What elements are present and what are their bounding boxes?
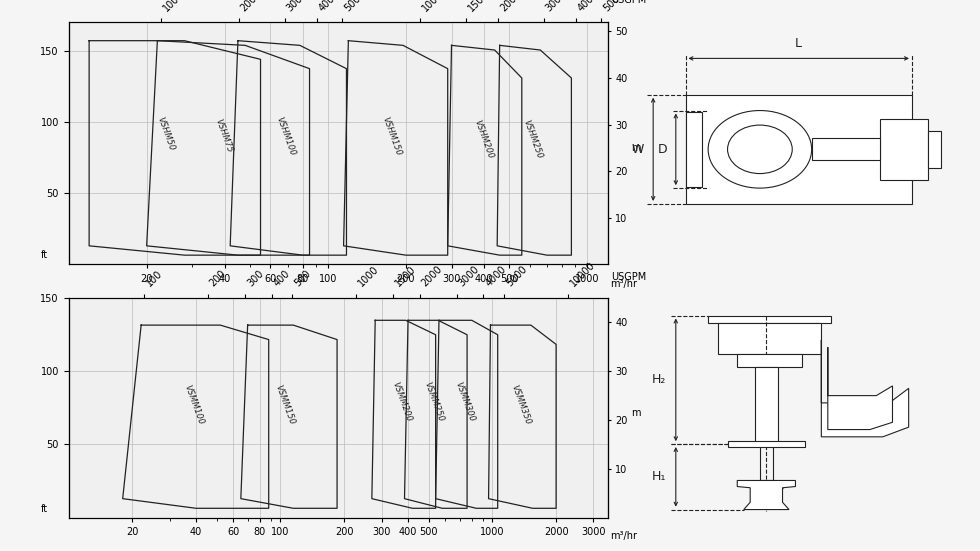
Bar bbox=[755, 366, 778, 444]
Y-axis label: ft: ft bbox=[41, 250, 48, 260]
Text: H₁: H₁ bbox=[652, 471, 666, 483]
Y-axis label: ft: ft bbox=[41, 504, 48, 514]
Bar bbox=[686, 112, 702, 187]
Bar bbox=[880, 119, 928, 180]
Text: VSMM350: VSMM350 bbox=[510, 384, 532, 426]
Bar bbox=[928, 131, 941, 168]
X-axis label: USGPM: USGPM bbox=[612, 0, 647, 4]
Text: L: L bbox=[795, 37, 803, 50]
Bar bbox=[737, 354, 802, 366]
Bar bbox=[686, 95, 911, 204]
Polygon shape bbox=[737, 480, 796, 510]
Polygon shape bbox=[821, 340, 908, 437]
Text: VSMM250: VSMM250 bbox=[422, 380, 445, 423]
Text: H₂: H₂ bbox=[652, 374, 666, 386]
X-axis label: m³/hr: m³/hr bbox=[611, 531, 637, 541]
Text: VSHM100: VSHM100 bbox=[274, 115, 297, 156]
Text: VSHM50: VSHM50 bbox=[155, 116, 175, 152]
X-axis label: USGPM: USGPM bbox=[612, 272, 647, 282]
Bar bbox=[727, 441, 806, 447]
Bar bbox=[717, 323, 821, 354]
Polygon shape bbox=[828, 347, 893, 430]
Bar bbox=[709, 316, 831, 323]
Text: VSHM150: VSHM150 bbox=[381, 115, 404, 156]
Circle shape bbox=[709, 111, 811, 188]
Y-axis label: m: m bbox=[631, 143, 641, 153]
Text: VSHM200: VSHM200 bbox=[473, 118, 495, 160]
Text: VSHM75: VSHM75 bbox=[213, 118, 233, 154]
Text: VSMM200: VSMM200 bbox=[390, 380, 413, 423]
X-axis label: m³/hr: m³/hr bbox=[611, 279, 637, 289]
Text: D: D bbox=[659, 143, 667, 156]
Circle shape bbox=[727, 125, 792, 174]
Text: VSMM300: VSMM300 bbox=[454, 380, 476, 423]
Text: VSHM250: VSHM250 bbox=[521, 118, 544, 160]
Text: VSMM100: VSMM100 bbox=[182, 383, 206, 425]
Text: VSMM150: VSMM150 bbox=[273, 383, 297, 425]
Y-axis label: m: m bbox=[631, 408, 641, 418]
Text: W: W bbox=[631, 143, 644, 156]
Bar bbox=[811, 138, 880, 160]
